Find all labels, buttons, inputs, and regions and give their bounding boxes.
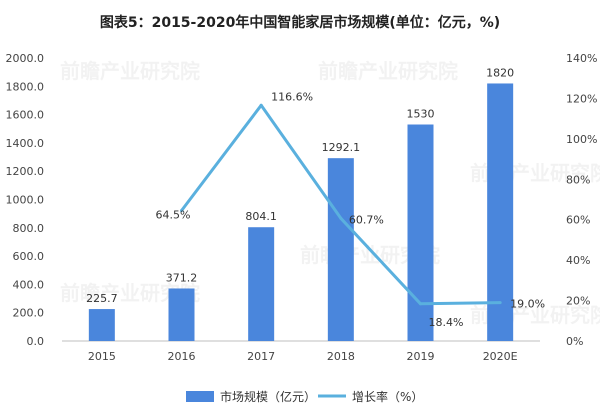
x-tick-label: 2017 xyxy=(247,350,275,363)
y-left-tick-label: 1200.0 xyxy=(6,165,45,178)
growth-value-label: 60.7% xyxy=(349,213,384,226)
y-left-tick-label: 0.0 xyxy=(27,335,45,348)
watermark-text-0: 前瞻产业研究院 xyxy=(60,59,200,83)
y-right-tick-label: 40% xyxy=(566,254,590,267)
bar-value-label: 371.2 xyxy=(166,271,198,284)
bar-2017 xyxy=(248,227,275,341)
y-left-tick-label: 400.0 xyxy=(13,278,45,291)
y-right-tick-label: 100% xyxy=(566,133,597,146)
growth-point-2017 xyxy=(259,103,263,107)
growth-line-series xyxy=(180,103,502,306)
growth-point-2019 xyxy=(419,302,422,306)
y-left-tick-label: 1800.0 xyxy=(6,80,45,93)
x-tick-label: 2016 xyxy=(168,350,196,363)
bar-2015 xyxy=(88,309,115,341)
y-left-tick-label: 1400.0 xyxy=(6,137,45,150)
x-axis: 2015 2016 2017 2018 2019 2020E xyxy=(88,350,518,363)
watermark-text-1: 前瞻产业研究院 xyxy=(318,59,458,83)
y-right-tick-label: 80% xyxy=(566,173,590,186)
growth-value-label: 18.4% xyxy=(429,316,464,329)
bar-value-label: 225.7 xyxy=(86,292,118,305)
bar-2019 xyxy=(407,124,434,341)
y-right-tick-label: 120% xyxy=(566,92,597,105)
line-data-labels: 64.5% 116.6% 60.7% 18.4% 19.0% xyxy=(156,90,546,329)
growth-value-label: 116.6% xyxy=(271,90,313,103)
bar-value-label: 804.1 xyxy=(245,210,277,223)
legend-bar-swatch xyxy=(186,391,214,402)
chart-title: 图表5：2015-2020年中国智能家居市场规模(单位：亿元，%) xyxy=(99,15,501,31)
growth-value-label: 19.0% xyxy=(510,298,545,311)
bar-value-label: 1530 xyxy=(407,108,435,121)
bar-value-label: 1292.1 xyxy=(322,141,361,154)
x-tick-label: 2015 xyxy=(88,350,116,363)
bar-value-label: 1820 xyxy=(486,66,514,79)
y-left-tick-label: 800.0 xyxy=(13,222,45,235)
y-right-tick-label: 0% xyxy=(566,335,583,348)
bar-data-labels: 225.7 371.2 804.1 1292.1 1530 1820 xyxy=(86,66,514,305)
y-left-tick-label: 1600.0 xyxy=(6,109,45,122)
bar-2020E xyxy=(487,83,514,341)
y-left-tick-label: 200.0 xyxy=(13,307,45,320)
legend-line-label: 增长率（%） xyxy=(352,389,423,404)
y-right-tick-label: 20% xyxy=(566,295,590,308)
bar-2016 xyxy=(168,288,195,341)
y-axis-left: 0.0 200.0 400.0 600.0 800.0 1000.0 1200.0 1400.… xyxy=(6,52,45,348)
x-tick-label: 2018 xyxy=(327,350,355,363)
legend: 市场规模（亿元） 增长率（%） xyxy=(186,389,423,404)
y-left-tick-label: 2000.0 xyxy=(6,52,45,65)
y-right-tick-label: 140% xyxy=(566,52,597,65)
x-tick-label: 2020E xyxy=(483,350,518,363)
y-left-tick-label: 600.0 xyxy=(13,250,45,263)
growth-value-label: 64.5% xyxy=(156,209,191,222)
y-axis-right: 0% 20% 40% 60% 80% 100% 120% 140% xyxy=(566,52,597,348)
x-tick-label: 2019 xyxy=(407,350,435,363)
growth-point-2016 xyxy=(180,209,183,213)
legend-bar-label: 市场规模（亿元） xyxy=(220,389,316,404)
y-left-tick-label: 1000.0 xyxy=(6,194,45,207)
growth-point-2018 xyxy=(339,216,343,220)
growth-point-2020E xyxy=(498,301,502,305)
bar-series xyxy=(88,83,514,341)
bar-2018 xyxy=(327,158,354,341)
y-right-tick-label: 60% xyxy=(566,214,590,227)
